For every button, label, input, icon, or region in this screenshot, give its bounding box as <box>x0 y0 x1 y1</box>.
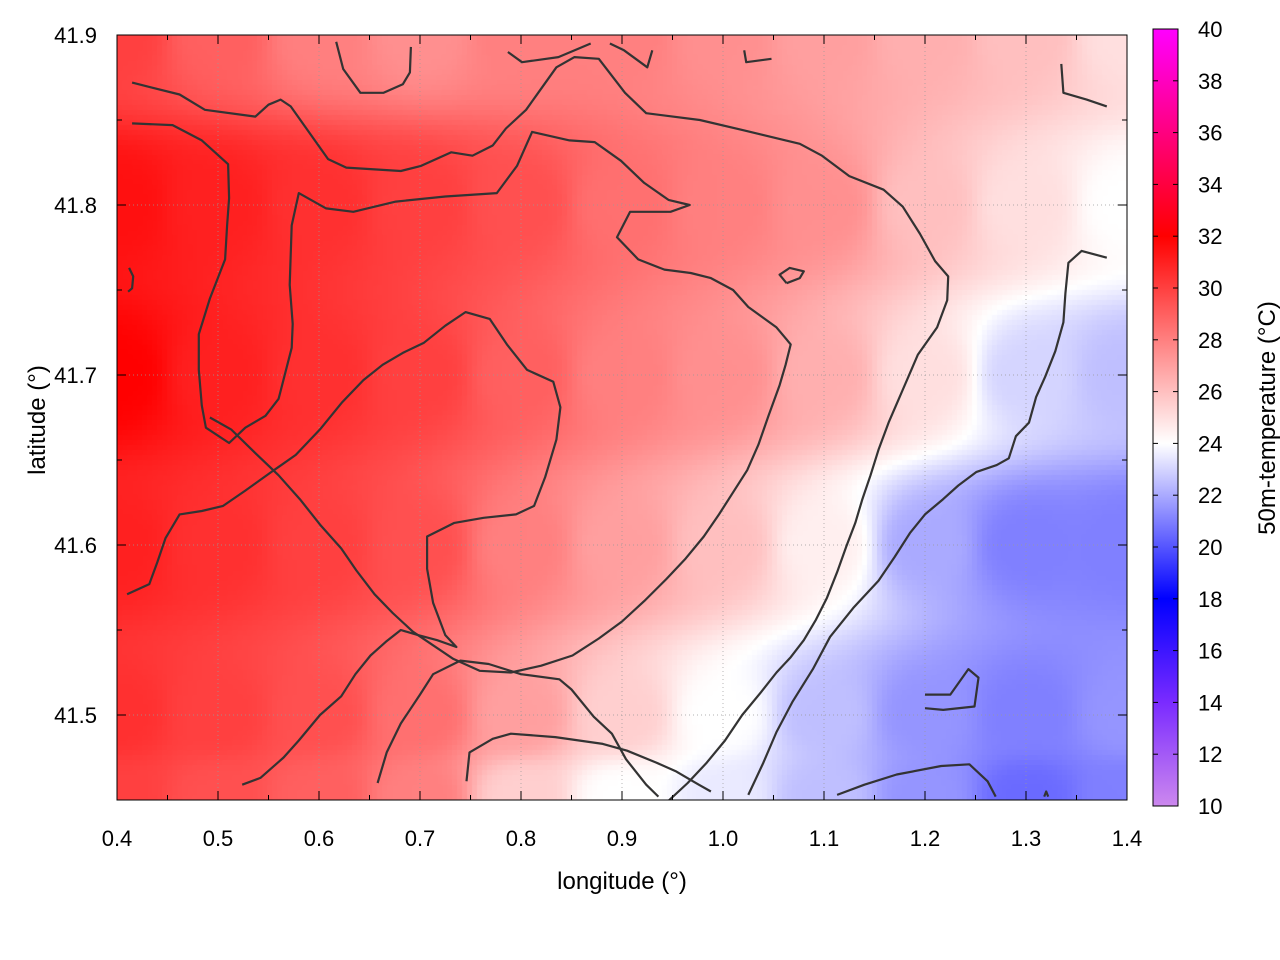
colorbar-tick-label: 32 <box>1198 224 1222 249</box>
y-tick-label: 41.7 <box>54 363 97 388</box>
contour-line <box>747 249 1108 796</box>
temperature-field <box>117 35 1127 800</box>
contour-line <box>609 42 654 69</box>
colorbar: 10 12 14 16 18 20 22 24 26 28 30 32 34 36 38 40 50m-tem… <box>1152 17 1280 819</box>
plot-area <box>116 34 1128 801</box>
y-tick-label: 41.6 <box>54 533 97 558</box>
colorbar-tick-label: 40 <box>1198 17 1222 42</box>
y-axis-title: latitude (°) <box>24 365 51 475</box>
colorbar-tick-label: 26 <box>1198 380 1222 405</box>
contour-line <box>743 50 772 64</box>
contour-line <box>1043 790 1050 798</box>
contour-line <box>507 42 592 64</box>
colorbar-tick-label: 16 <box>1198 639 1222 664</box>
x-axis-title: longitude (°) <box>557 868 687 895</box>
contour-line <box>335 41 412 94</box>
y-axis: 41.5 41.6 41.7 41.8 41.9 <box>54 23 1127 801</box>
contour-line <box>376 659 660 798</box>
x-tick-label: 0.8 <box>506 826 537 851</box>
x-tick-label: 0.4 <box>102 826 133 851</box>
colorbar-tick-label: 24 <box>1198 431 1222 456</box>
colorbar-tick-label: 36 <box>1198 121 1222 146</box>
colorbar-tick-label: 38 <box>1198 69 1222 94</box>
colorbar-tick-label: 10 <box>1198 794 1222 819</box>
colorbar-ticks: 10 12 14 16 18 20 22 24 26 28 30 32 34 36 38 40 <box>1153 17 1222 819</box>
x-tick-label: 1.0 <box>708 826 739 851</box>
colorbar-tick-label: 18 <box>1198 587 1222 612</box>
x-tick-label: 0.9 <box>607 826 638 851</box>
colorbar-title: 50m-temperature (°C) <box>1254 301 1280 535</box>
contour-line <box>778 266 805 285</box>
x-tick-label: 1.4 <box>1112 826 1143 851</box>
contour-line <box>465 732 712 793</box>
colorbar-tick-label: 22 <box>1198 483 1222 508</box>
colorbar-tick-label: 20 <box>1198 535 1222 560</box>
colorbar-gradient <box>1152 28 1179 807</box>
x-tick-label: 1.2 <box>910 826 941 851</box>
contour-line <box>836 763 997 798</box>
x-tick-label: 0.5 <box>203 826 234 851</box>
contour-line <box>127 267 135 293</box>
x-tick-label: 1.1 <box>809 826 840 851</box>
contour-line <box>131 56 950 800</box>
contour-line <box>132 122 792 674</box>
colorbar-tick-label: 34 <box>1198 172 1222 197</box>
x-tick-label: 0.6 <box>304 826 335 851</box>
x-tick-label: 0.7 <box>405 826 436 851</box>
x-tick-label: 1.3 <box>1011 826 1042 851</box>
colorbar-tick-label: 28 <box>1198 328 1222 353</box>
contour-line <box>126 311 562 786</box>
contour-line <box>1060 63 1108 108</box>
y-tick-label: 41.5 <box>54 703 97 728</box>
colorbar-tick-label: 14 <box>1198 690 1222 715</box>
colorbar-tick-label: 12 <box>1198 742 1222 767</box>
y-tick-label: 41.9 <box>54 23 97 48</box>
colorbar-tick-label: 30 <box>1198 276 1222 301</box>
contour-line <box>924 668 980 711</box>
x-axis: 0.4 0.5 0.6 0.7 0.8 0.9 1.0 1.1 1.2 1.3 1.4 <box>102 35 1143 851</box>
y-tick-label: 41.8 <box>54 193 97 218</box>
contour-lines <box>126 41 1108 800</box>
